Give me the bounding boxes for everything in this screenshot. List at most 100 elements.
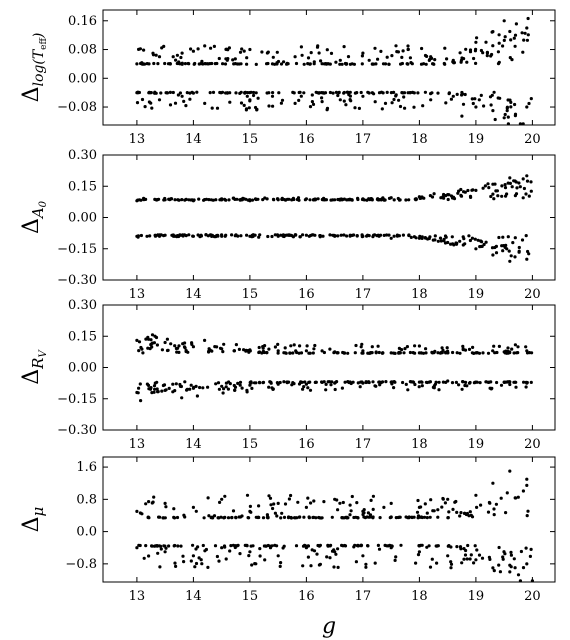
data-point	[278, 380, 282, 385]
data-point	[171, 382, 175, 386]
data-point	[176, 544, 180, 548]
data-point	[154, 53, 158, 57]
data-point	[309, 51, 313, 55]
data-point	[153, 334, 157, 338]
data-point	[275, 233, 280, 237]
data-point	[158, 515, 162, 519]
data-point	[366, 511, 370, 515]
data-point	[154, 198, 159, 202]
data-point	[261, 516, 266, 520]
data-point	[474, 61, 478, 65]
data-point	[267, 385, 271, 389]
data-point	[359, 544, 363, 548]
data-point	[351, 380, 355, 384]
data-point	[491, 44, 495, 48]
data-point	[152, 61, 156, 66]
data-point	[307, 234, 311, 238]
data-point	[142, 48, 146, 52]
data-point	[350, 494, 354, 499]
data-point	[464, 47, 468, 51]
data-point	[404, 198, 408, 202]
data-point	[212, 235, 216, 239]
data-point	[392, 97, 396, 102]
data-point	[204, 233, 208, 237]
x-tick-label: 18	[411, 437, 428, 452]
data-point	[318, 516, 322, 520]
data-point	[137, 543, 141, 547]
data-point	[266, 234, 270, 239]
data-point	[215, 106, 220, 110]
data-point	[265, 351, 269, 355]
data-point	[457, 189, 461, 193]
panel-4: 1.6 0.8 0.0 −0.8 13 14 15 16 17 18 19 20 Δμ g	[19, 456, 556, 639]
data-point	[420, 196, 424, 200]
y-axis-label: ΔA0	[19, 200, 49, 234]
data-point	[147, 554, 151, 558]
data-point	[192, 385, 196, 389]
data-point	[276, 554, 280, 558]
data-point	[412, 105, 416, 109]
data-point	[477, 351, 482, 355]
data-point	[466, 543, 470, 548]
data-point	[270, 234, 274, 239]
data-point	[171, 55, 175, 59]
data-point	[446, 497, 450, 501]
data-point	[265, 62, 269, 66]
data-point	[312, 499, 316, 503]
data-point	[424, 62, 428, 66]
data-point	[529, 547, 533, 552]
data-point	[367, 380, 371, 384]
data-point	[297, 198, 301, 202]
data-point	[217, 516, 221, 520]
data-point	[195, 394, 199, 398]
data-point	[428, 380, 432, 384]
data-point	[354, 515, 358, 519]
data-point	[242, 103, 246, 107]
data-point	[291, 235, 295, 239]
data-point	[345, 234, 349, 238]
data-point	[428, 57, 432, 61]
data-point	[474, 493, 478, 497]
data-point	[377, 91, 382, 95]
data-point	[317, 51, 321, 55]
y-tick-label: −0.15	[57, 242, 97, 257]
data-point	[445, 57, 449, 61]
data-point	[501, 235, 505, 239]
data-point	[509, 38, 513, 42]
data-point	[138, 382, 142, 386]
data-point	[508, 29, 512, 34]
data-point	[525, 483, 529, 487]
data-point	[506, 380, 510, 384]
data-point	[208, 62, 212, 66]
x-tick-label: 16	[298, 287, 315, 302]
data-point	[271, 506, 275, 511]
data-point	[462, 557, 466, 561]
data-point	[186, 350, 190, 354]
data-point	[249, 544, 253, 548]
data-point	[521, 566, 526, 570]
data-point	[341, 500, 345, 505]
data-point	[392, 386, 396, 390]
data-point	[502, 550, 506, 554]
data-point	[458, 51, 462, 55]
data-point	[454, 380, 458, 384]
data-point	[528, 554, 533, 559]
data-point	[198, 385, 202, 390]
data-point	[252, 93, 256, 98]
data-point	[338, 62, 342, 66]
data-point	[412, 235, 416, 239]
data-point	[279, 561, 283, 565]
data-point	[389, 501, 393, 505]
data-point	[195, 90, 199, 94]
data-point	[322, 380, 326, 384]
data-point	[420, 46, 424, 51]
data-point	[493, 182, 497, 186]
data-point	[436, 515, 440, 519]
data-point	[301, 387, 305, 391]
data-point	[467, 234, 471, 238]
data-point	[424, 347, 428, 351]
data-point	[526, 16, 530, 21]
data-point	[168, 90, 172, 94]
data-point	[376, 197, 380, 201]
data-point	[152, 341, 156, 345]
